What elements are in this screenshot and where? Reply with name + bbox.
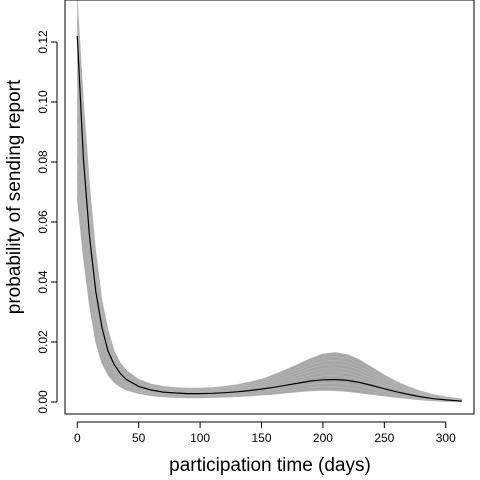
y-tick-label: 0.00	[36, 390, 50, 414]
simulation-curve	[76, 19, 462, 400]
plot-area-border	[64, 0, 475, 415]
simulation-band-fill	[77, 0, 462, 402]
x-tick-label: 300	[436, 431, 456, 445]
x-tick-label: 250	[374, 431, 394, 445]
simulation-curve	[76, 118, 462, 402]
simulation-curve	[76, 197, 462, 403]
simulation-curve	[76, 0, 462, 400]
simulation-curve	[76, 39, 462, 400]
y-tick-label: 0.06	[36, 210, 50, 234]
x-tick-label: 100	[190, 431, 210, 445]
y-axis: 0.00 0.02 0.04 0.06 0.08 0.10 0.12	[36, 30, 58, 414]
y-tick-label: 0.02	[36, 330, 50, 354]
simulation-curve	[76, 178, 462, 402]
simulation-curve	[76, 98, 462, 401]
x-tick-label: 200	[313, 431, 333, 445]
y-tick-label: 0.04	[36, 270, 50, 294]
simulation-curve	[76, 79, 462, 401]
x-tick-label: 150	[252, 431, 272, 445]
point-estimate-line	[76, 35, 462, 402]
simulation-curve	[76, 59, 462, 401]
y-tick-label: 0.12	[36, 30, 50, 54]
x-axis: 0 50 100 150 200 250 300	[74, 421, 456, 445]
simulation-curve	[76, 138, 462, 402]
point-estimate-layer	[76, 35, 462, 402]
y-tick-label: 0.10	[36, 90, 50, 114]
y-tick-label: 0.08	[36, 150, 50, 174]
simulation-band	[76, 0, 462, 403]
simulation-curve	[76, 158, 462, 402]
x-axis-title: participation time (days)	[169, 455, 371, 476]
x-tick-label: 50	[132, 431, 146, 445]
y-axis-title: probability of sending report	[4, 79, 25, 314]
x-tick-label: 0	[74, 431, 81, 445]
